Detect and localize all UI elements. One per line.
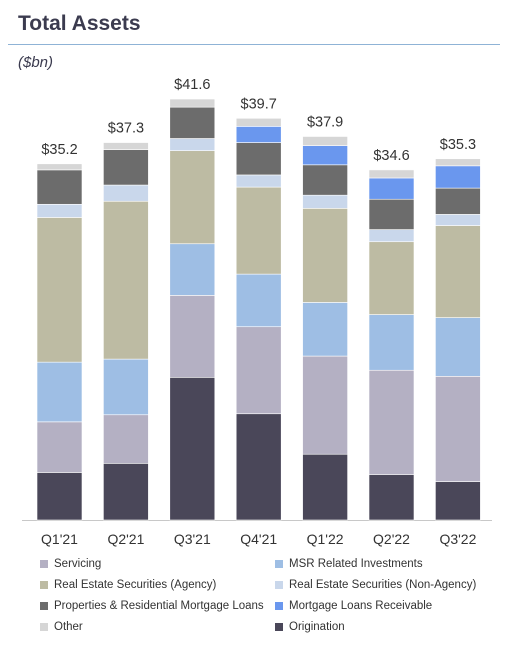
legend-item: Other [40, 621, 83, 633]
bar-segment-other-6 [435, 158, 481, 167]
bar-segment-origination-5 [368, 474, 415, 521]
legend-label: MSR Related Investments [289, 558, 423, 570]
legend-item: Real Estate Securities (Non-Agency) [275, 579, 476, 591]
legend-item: Mortgage Loans Receivable [275, 600, 432, 612]
legend-swatch [40, 623, 48, 631]
legend-swatch [40, 602, 48, 610]
bar-segment-servicing-6 [435, 376, 481, 482]
bar-segment-origination-3 [235, 413, 282, 521]
bar-segment-origination-1 [103, 463, 149, 521]
legend-swatch [275, 560, 283, 568]
bar-segment-origination-0 [36, 472, 83, 521]
legend-label: Real Estate Securities (Agency) [54, 579, 217, 591]
legend-item: Origination [275, 621, 345, 633]
unit-label: ($bn) [18, 54, 54, 71]
bar-segment-real-estate-securities-non-agency--0 [36, 203, 83, 218]
bar-segment-real-estate-securities-non-agency--6 [435, 214, 481, 226]
bar-segment-other-3 [235, 117, 282, 127]
legend-item: Real Estate Securities (Agency) [40, 579, 216, 591]
legend-label: Servicing [54, 558, 102, 570]
bar-segment-servicing-1 [103, 414, 149, 464]
legend-label: Properties & Residential Mortgage Loans [54, 600, 264, 612]
x-tick-label: Q2'22 [373, 531, 410, 547]
bar-segment-servicing-0 [36, 421, 83, 473]
bar-segment-mortgage-loans-receivable-6 [435, 165, 481, 189]
legend-swatch [275, 581, 283, 589]
bar-segment-servicing-3 [235, 326, 282, 415]
total-label: $37.9 [307, 114, 343, 130]
legend-label: Real Estate Securities (Non-Agency) [289, 579, 477, 591]
bar-segment-mortgage-loans-receivable-5 [368, 177, 415, 200]
bar-segment-properties-residential-mortgage-loans-5 [368, 198, 415, 230]
bar-segment-other-0 [36, 163, 83, 171]
legend-swatch [275, 602, 283, 610]
bar-segment-other-4 [302, 136, 348, 146]
x-tick-label: Q2'21 [107, 531, 144, 547]
bar-segment-real-estate-securities-agency--3 [235, 186, 282, 275]
bar-segment-other-1 [103, 142, 149, 150]
bar-segment-other-5 [368, 169, 415, 179]
total-label: $41.6 [174, 77, 210, 93]
legend-item: MSR Related Investments [275, 558, 423, 570]
bar-segment-servicing-5 [368, 369, 415, 475]
bar-segment-real-estate-securities-non-agency--3 [235, 174, 282, 188]
bar-segment-real-estate-securities-non-agency--4 [302, 194, 348, 209]
bar-segment-msr-related-investments-5 [368, 314, 415, 371]
bar-segment-msr-related-investments-3 [235, 273, 282, 328]
bar-segment-msr-related-investments-1 [103, 358, 149, 416]
legend-label: Other [54, 621, 83, 633]
legend-item: Servicing [40, 558, 101, 570]
bar-segment-msr-related-investments-2 [169, 243, 216, 296]
bar-segment-origination-4 [302, 453, 348, 521]
bar-segment-mortgage-loans-receivable-3 [235, 126, 282, 143]
bar-segment-properties-residential-mortgage-loans-3 [235, 142, 282, 176]
total-label: $39.7 [241, 96, 277, 112]
bar-segment-msr-related-investments-0 [36, 361, 83, 423]
bar-segment-servicing-2 [169, 295, 216, 378]
bar-segment-real-estate-securities-agency--2 [169, 150, 216, 245]
total-label: $35.2 [41, 142, 77, 158]
bar-segment-msr-related-investments-4 [302, 302, 348, 357]
bar-segment-real-estate-securities-agency--5 [368, 241, 415, 315]
x-tick-label: Q3'21 [174, 531, 211, 547]
bar-segment-real-estate-securities-non-agency--2 [169, 138, 216, 151]
bar-segment-mortgage-loans-receivable-4 [302, 145, 348, 166]
chart-title: Total Assets [18, 12, 141, 35]
bar-segment-properties-residential-mortgage-loans-1 [103, 149, 149, 186]
title-divider [8, 44, 500, 45]
total-label: $35.3 [440, 137, 476, 153]
bar-segment-origination-6 [435, 481, 481, 521]
legend-label: Mortgage Loans Receivable [289, 600, 433, 612]
bar-segment-real-estate-securities-agency--6 [435, 225, 481, 318]
bar-segment-real-estate-securities-non-agency--5 [368, 229, 415, 243]
total-label: $34.6 [373, 148, 409, 164]
bar-segment-real-estate-securities-agency--1 [103, 200, 149, 360]
x-tick-label: Q1'22 [307, 531, 344, 547]
legend-swatch [40, 581, 48, 589]
x-tick-label: Q3'22 [439, 531, 476, 547]
bar-segment-properties-residential-mortgage-loans-2 [169, 106, 216, 139]
legend-label: Origination [289, 621, 345, 633]
x-tick-label: Q4'21 [240, 531, 277, 547]
x-tick-label: Q1'21 [41, 531, 78, 547]
bar-segment-other-2 [169, 98, 216, 108]
bar-segment-real-estate-securities-agency--0 [36, 217, 83, 363]
legend-swatch [40, 560, 48, 568]
bar-segment-origination-2 [169, 377, 216, 521]
bar-segment-properties-residential-mortgage-loans-6 [435, 187, 481, 215]
bar-segment-properties-residential-mortgage-loans-4 [302, 164, 348, 196]
stacked-bar-chart: $35.2 Q1'21 $37.3 Q2'21 $41.6 Q3'21 $39.7 Q4'21… [22, 77, 492, 547]
bar-segment-real-estate-securities-non-agency--1 [103, 184, 149, 202]
legend-swatch [275, 623, 283, 631]
bar-segment-properties-residential-mortgage-loans-0 [36, 169, 83, 205]
bar-segment-msr-related-investments-6 [435, 317, 481, 377]
total-label: $37.3 [108, 121, 144, 137]
legend-item: Properties & Residential Mortgage Loans [40, 600, 264, 612]
bar-segment-servicing-4 [302, 355, 348, 455]
bar-segment-real-estate-securities-agency--4 [302, 208, 348, 303]
